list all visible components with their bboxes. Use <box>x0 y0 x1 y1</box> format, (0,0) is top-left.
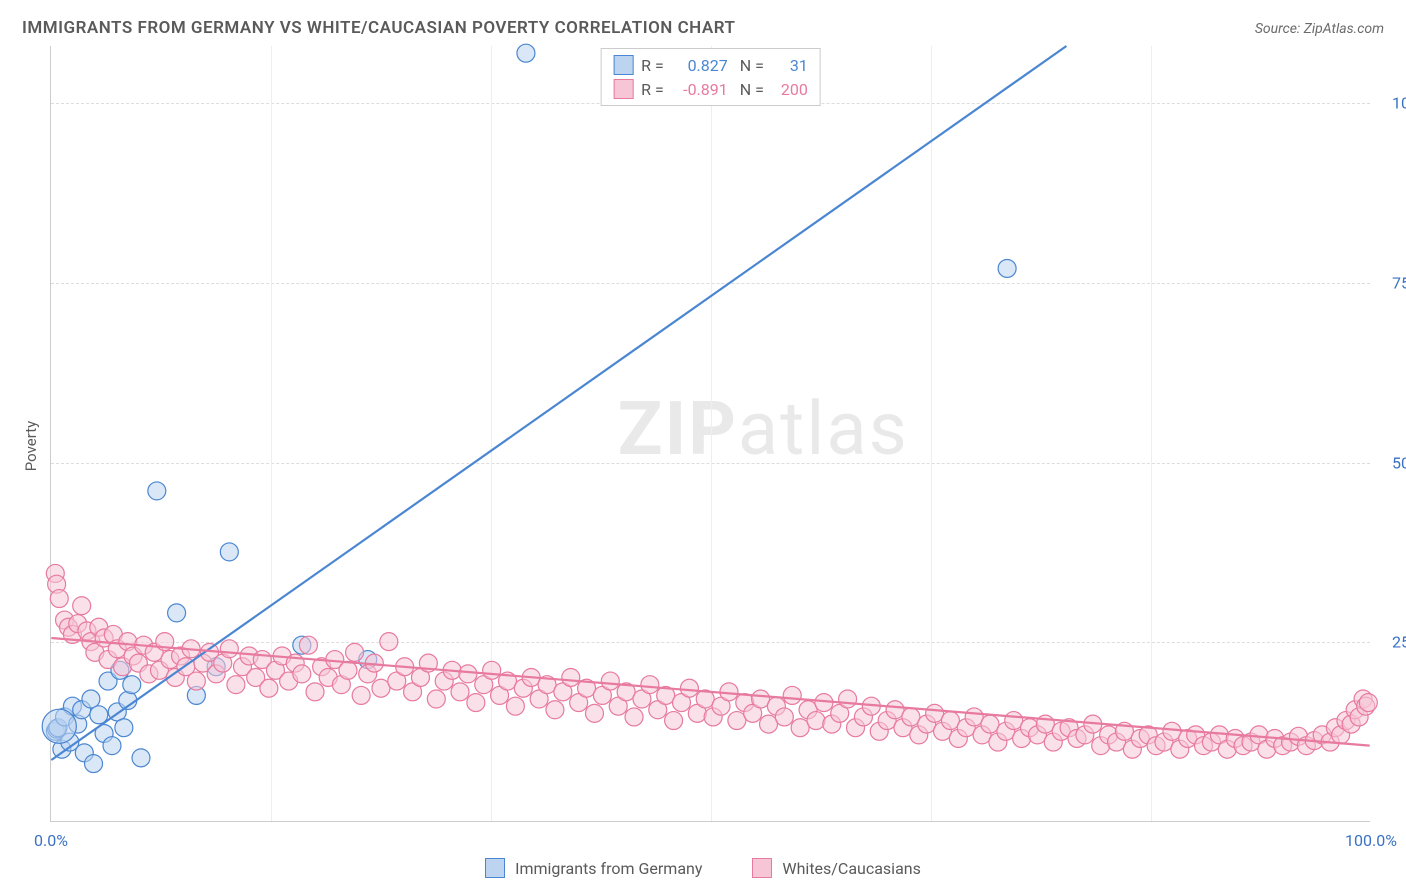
scatter-point <box>586 704 604 722</box>
chart-svg <box>51 46 1370 821</box>
legend-swatch <box>613 79 633 99</box>
scatter-point <box>220 543 238 561</box>
scatter-point <box>625 708 643 726</box>
scatter-point <box>483 661 501 679</box>
scatter-point <box>227 676 245 694</box>
trendline <box>51 638 1369 746</box>
scatter-point <box>103 737 121 755</box>
x-tick-label: 100.0% <box>1345 831 1397 850</box>
scatter-point <box>451 683 469 701</box>
scatter-point <box>50 590 68 608</box>
y-tick-label: 25.0% <box>1374 633 1406 652</box>
scatter-point <box>115 719 133 737</box>
legend-swatch <box>613 55 633 75</box>
scatter-point <box>293 665 311 683</box>
series-legend-item: Immigrants from Germany <box>485 858 702 878</box>
scatter-point <box>807 712 825 730</box>
correlation-legend: R =0.827 N =31 R =-0.891 N =200 <box>600 48 821 106</box>
scatter-point <box>132 749 150 767</box>
series-name: Immigrants from Germany <box>515 859 702 878</box>
legend-row: R =-0.891 N =200 <box>613 77 808 101</box>
legend-swatch <box>485 858 505 878</box>
scatter-point <box>517 44 535 62</box>
scatter-point <box>123 676 141 694</box>
y-tick-label: 50.0% <box>1374 453 1406 472</box>
scatter-point <box>339 661 357 679</box>
scatter-point <box>346 643 364 661</box>
scatter-point <box>467 694 485 712</box>
source-attribution: Source: ZipAtlas.com <box>1255 21 1384 37</box>
y-tick-label: 100.0% <box>1374 94 1406 113</box>
y-tick-label: 75.0% <box>1374 274 1406 293</box>
scatter-point <box>783 686 801 704</box>
scatter-point <box>73 597 91 615</box>
legend-text: R =0.827 N =31 <box>641 56 808 75</box>
series-legend-item: Whites/Caucasians <box>752 858 920 878</box>
scatter-point <box>187 672 205 690</box>
legend-row: R =0.827 N =31 <box>613 53 808 77</box>
scatter-point <box>260 679 278 697</box>
scatter-point <box>168 604 186 622</box>
scatter-point <box>546 701 564 719</box>
scatter-point <box>82 690 100 708</box>
chart-title: IMMIGRANTS FROM GERMANY VS WHITE/CAUCASI… <box>22 18 735 38</box>
scatter-point <box>459 665 477 683</box>
series-legend: Immigrants from Germany Whites/Caucasians <box>0 858 1406 878</box>
series-name: Whites/Caucasians <box>782 859 920 878</box>
trendline <box>51 46 1066 760</box>
scatter-point <box>839 690 857 708</box>
legend-swatch <box>752 858 772 878</box>
plot-area: ZIPatlas R =0.827 N =31R =-0.891 N =200 … <box>50 46 1370 822</box>
scatter-point <box>601 672 619 690</box>
legend-text: R =-0.891 N =200 <box>641 80 808 99</box>
scatter-point <box>641 676 659 694</box>
scatter-point <box>998 259 1016 277</box>
scatter-point <box>1359 694 1377 712</box>
scatter-point <box>775 708 793 726</box>
x-tick-label: 0.0% <box>34 831 68 850</box>
y-axis-label: Poverty <box>22 421 40 471</box>
scatter-point <box>427 690 445 708</box>
scatter-point <box>148 482 166 500</box>
scatter-point <box>85 755 103 773</box>
scatter-point <box>665 712 683 730</box>
scatter-point <box>220 640 238 658</box>
scatter-point <box>306 683 324 701</box>
scatter-point <box>562 668 580 686</box>
scatter-point <box>352 686 370 704</box>
scatter-point-large <box>42 709 76 743</box>
scatter-point <box>506 697 524 715</box>
scatter-point <box>680 679 698 697</box>
scatter-point <box>299 636 317 654</box>
scatter-point <box>380 633 398 651</box>
